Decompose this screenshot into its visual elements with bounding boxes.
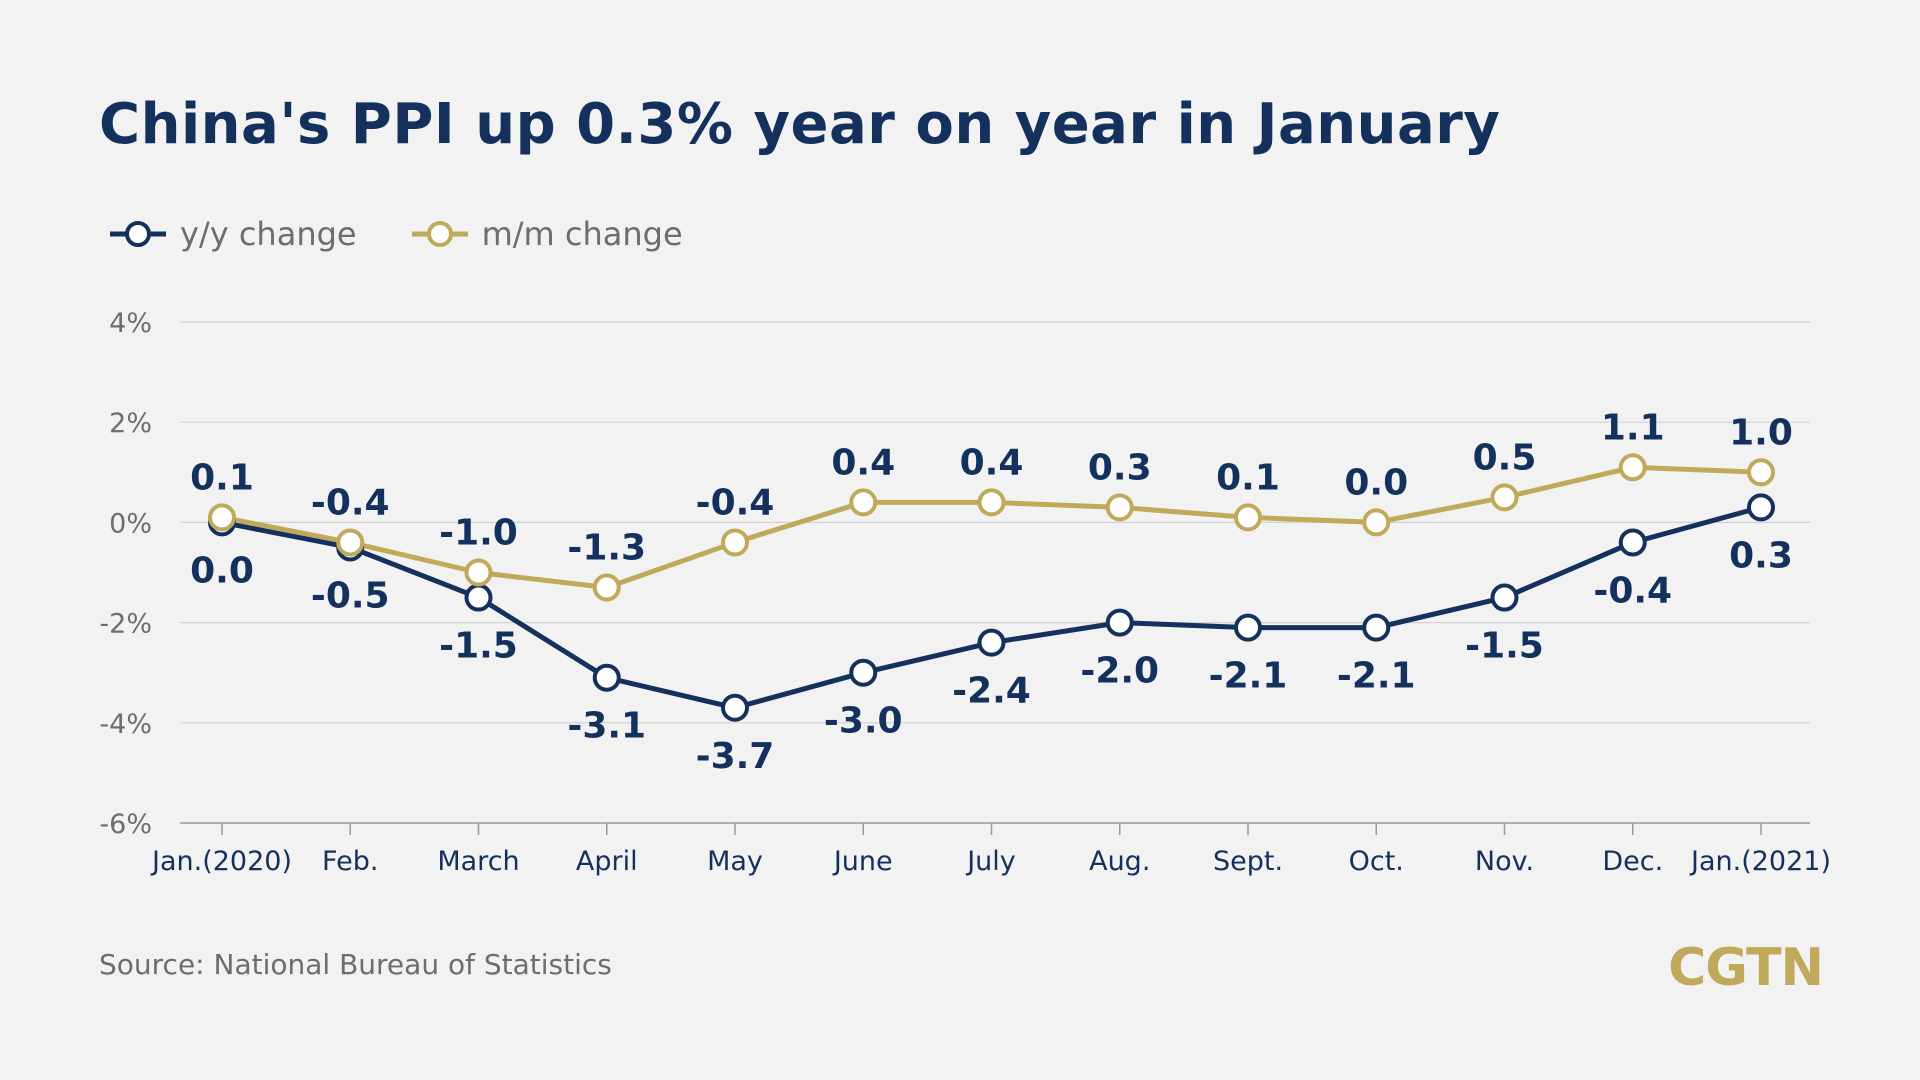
- data-label-mm-11: 1.1: [1601, 407, 1665, 448]
- point-yy-12: [1747, 493, 1775, 522]
- data-label-yy-5: -3.0: [824, 701, 903, 742]
- point-yy-6: [977, 628, 1006, 657]
- point-mm-8: [1234, 503, 1262, 532]
- legend: y/y change m/m change: [110, 215, 683, 253]
- data-label-mm-0: 0.1: [190, 457, 254, 498]
- point-yy-9: [1362, 613, 1391, 642]
- point-mm-1: [336, 528, 365, 557]
- y-tick-label-5: -6%: [99, 809, 152, 840]
- y-tick-label-1: 2%: [109, 408, 152, 439]
- legend-item-yy: y/y change: [110, 215, 357, 253]
- x-tick-label-7: Aug.: [1089, 846, 1150, 877]
- data-label-mm-12: 1.0: [1729, 412, 1793, 453]
- legend-marker-yy: [110, 221, 166, 247]
- y-tick-label-2: 0%: [109, 508, 152, 539]
- point-mm-4: [721, 528, 749, 557]
- x-tick-label-9: Oct.: [1349, 846, 1404, 877]
- point-mm-5: [849, 488, 878, 517]
- data-label-yy-3: -3.1: [567, 706, 646, 747]
- point-yy-2: [464, 583, 493, 612]
- data-label-yy-9: -2.1: [1337, 656, 1416, 697]
- data-label-mm-4: -0.4: [696, 482, 775, 523]
- point-yy-10: [1490, 583, 1519, 612]
- cgtn-logo: CGTN: [1668, 938, 1824, 998]
- legend-marker-mm: [411, 221, 468, 247]
- data-label-mm-5: 0.4: [831, 442, 895, 483]
- point-mm-7: [1105, 493, 1134, 522]
- data-label-yy-8: -2.1: [1209, 656, 1288, 697]
- x-tick-label-3: April: [576, 846, 638, 877]
- point-yy-4: [721, 693, 749, 722]
- point-yy-7: [1105, 608, 1134, 637]
- point-yy-5: [849, 658, 878, 687]
- chart-title: China's PPI up 0.3% year on year in Janu…: [99, 92, 1501, 157]
- legend-label-mm: m/m change: [481, 215, 683, 253]
- point-mm-10: [1490, 483, 1519, 512]
- point-mm-3: [592, 573, 621, 602]
- data-label-mm-6: 0.4: [960, 442, 1024, 483]
- source-note: Source: National Bureau of Statistics: [99, 948, 612, 981]
- point-mm-0: [208, 503, 236, 532]
- y-tick-label-0: 4%: [109, 308, 152, 339]
- point-yy-3: [592, 663, 621, 692]
- x-tick-label-0: Jan.(2020): [150, 846, 292, 877]
- point-yy-11: [1618, 528, 1647, 557]
- data-label-yy-7: -2.0: [1080, 651, 1159, 692]
- legend-item-mm: m/m change: [411, 215, 683, 253]
- point-mm-6: [977, 488, 1006, 517]
- point-mm-11: [1618, 453, 1647, 482]
- data-label-yy-10: -1.5: [1465, 626, 1544, 667]
- x-tick-label-11: Dec.: [1602, 846, 1663, 877]
- data-label-yy-2: -1.5: [439, 626, 518, 667]
- data-label-yy-0: 0.0: [190, 550, 254, 591]
- x-tick-label-1: Feb.: [322, 846, 378, 877]
- point-yy-8: [1234, 613, 1262, 642]
- data-label-yy-6: -2.4: [952, 671, 1031, 712]
- data-label-mm-3: -1.3: [567, 528, 646, 569]
- x-tick-label-6: July: [965, 846, 1016, 877]
- point-mm-2: [464, 558, 493, 587]
- data-label-mm-8: 0.1: [1216, 457, 1280, 498]
- data-label-mm-1: -0.4: [311, 482, 390, 523]
- y-tick-label-4: -4%: [99, 709, 152, 740]
- data-label-mm-9: 0.0: [1344, 462, 1408, 503]
- data-label-yy-11: -0.4: [1593, 570, 1672, 611]
- data-label-yy-12: 0.3: [1729, 535, 1793, 576]
- x-tick-label-5: June: [832, 846, 893, 877]
- data-label-mm-2: -1.0: [439, 513, 518, 554]
- x-tick-label-8: Sept.: [1213, 846, 1283, 877]
- legend-label-yy: y/y change: [180, 215, 357, 253]
- data-label-yy-1: -0.5: [311, 575, 390, 616]
- data-label-mm-7: 0.3: [1088, 447, 1152, 488]
- x-tick-label-4: May: [707, 846, 763, 877]
- point-mm-9: [1362, 508, 1391, 537]
- data-label-yy-4: -3.7: [696, 736, 775, 777]
- point-mm-12: [1747, 458, 1775, 487]
- x-tick-label-12: Jan.(2021): [1689, 846, 1831, 877]
- x-tick-label-2: March: [437, 846, 519, 877]
- x-tick-label-10: Nov.: [1475, 846, 1534, 877]
- data-label-mm-10: 0.5: [1473, 437, 1537, 478]
- y-tick-label-3: -2%: [99, 609, 152, 640]
